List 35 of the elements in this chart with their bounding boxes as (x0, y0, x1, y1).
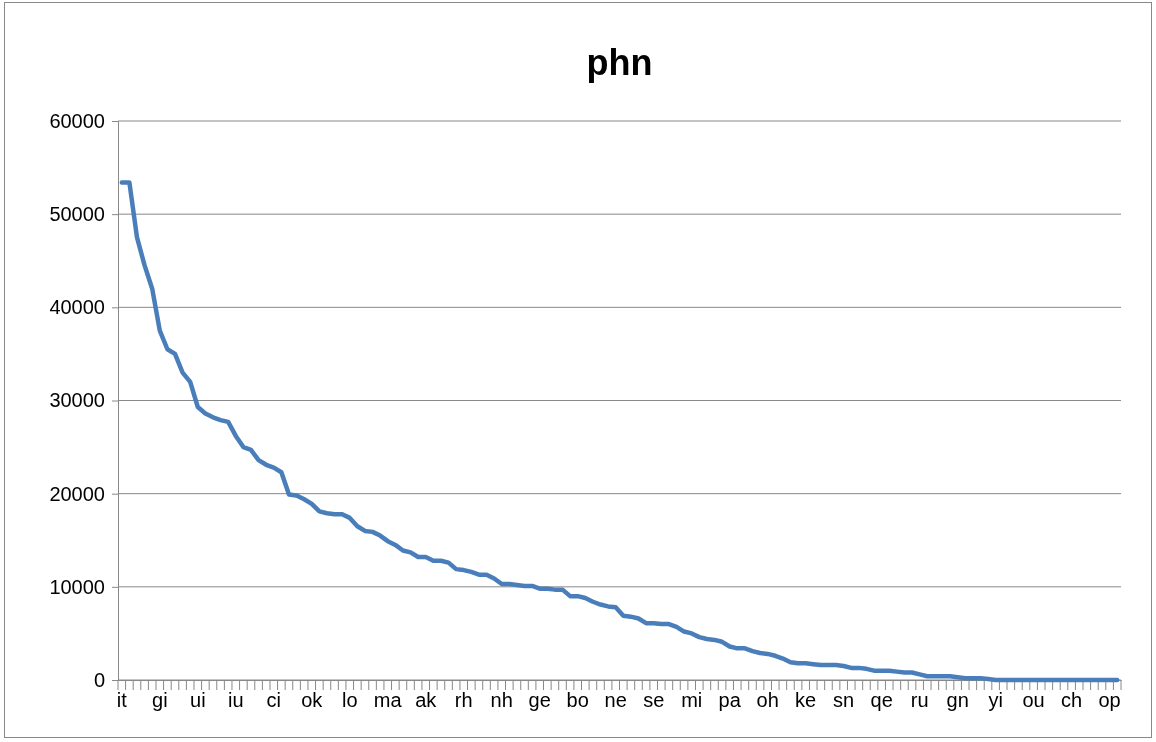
x-tick-label: ak (415, 689, 438, 711)
x-tick-label: ma (373, 689, 403, 711)
x-tick-label: ui (190, 689, 206, 711)
x-tick-label: qe (870, 689, 893, 711)
y-tick-label: 60000 (49, 109, 105, 132)
x-tick-label: iu (227, 689, 244, 711)
x-tick-label: ci (266, 689, 281, 711)
y-tick-label: 0 (93, 668, 105, 691)
x-tick-label: ch (1061, 689, 1083, 711)
x-tick-label: oh (756, 689, 779, 711)
x-tick-label: mi (681, 689, 703, 711)
y-tick-label: 10000 (49, 575, 105, 598)
x-tick-label: ru (910, 689, 929, 711)
x-tick-label: ou (1022, 689, 1045, 711)
x-tick-label: ke (795, 689, 817, 711)
x-tick-label: ne (604, 689, 627, 711)
y-tick-label: 20000 (49, 482, 105, 505)
y-tick-label: 40000 (49, 296, 105, 319)
x-tick-label: ok (301, 689, 324, 711)
x-tick-label: it (116, 689, 128, 711)
x-tick-label: lo (341, 689, 358, 711)
x-tick-label: nh (490, 689, 513, 711)
chart-title: phn (586, 42, 653, 83)
x-tick-label: rh (454, 689, 473, 711)
x-tick-label: op (1098, 689, 1121, 711)
y-tick-label: 50000 (49, 203, 105, 226)
x-tick-label: gn (946, 689, 969, 711)
x-tick-label: yi (988, 689, 1003, 711)
x-tick-label: ge (528, 689, 551, 711)
x-tick-label: bo (566, 689, 589, 711)
x-tick-label: gi (152, 689, 168, 711)
x-tick-label: pa (718, 689, 742, 711)
y-tick-label: 30000 (49, 389, 105, 412)
x-tick-label: sn (833, 689, 855, 711)
x-tick-label: se (643, 689, 665, 711)
